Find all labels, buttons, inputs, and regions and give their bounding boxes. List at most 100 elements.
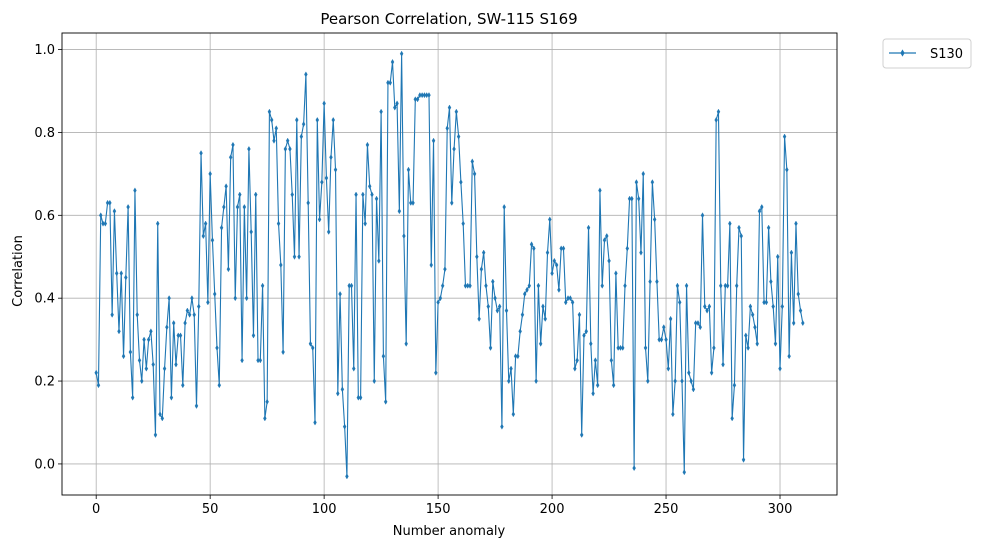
data-point xyxy=(522,291,527,298)
data-point xyxy=(716,108,721,115)
data-point xyxy=(600,282,604,289)
data-point xyxy=(281,349,285,356)
data-point xyxy=(338,291,342,298)
data-point xyxy=(361,191,365,198)
data-point xyxy=(367,183,372,190)
data-point xyxy=(331,117,335,124)
data-point xyxy=(317,216,322,223)
data-point xyxy=(734,282,739,289)
data-point xyxy=(254,191,258,198)
data-point xyxy=(529,241,534,248)
data-point xyxy=(206,299,210,306)
data-point xyxy=(386,79,390,86)
data-point xyxy=(787,353,791,360)
x-tick-label: 300 xyxy=(768,502,793,517)
data-point xyxy=(730,415,734,422)
data-point xyxy=(324,175,329,182)
data-point xyxy=(623,282,627,289)
data-point xyxy=(181,382,185,389)
data-point xyxy=(766,224,771,231)
data-point xyxy=(719,282,723,289)
data-point xyxy=(162,365,167,372)
data-point xyxy=(210,237,215,244)
data-point xyxy=(714,117,718,124)
data-point xyxy=(502,204,506,211)
data-point xyxy=(497,303,502,310)
data-point xyxy=(700,212,705,219)
data-point xyxy=(99,212,103,219)
data-point xyxy=(144,365,149,372)
data-point xyxy=(760,204,764,211)
data-point xyxy=(356,394,361,401)
data-point xyxy=(354,191,358,198)
data-point xyxy=(664,336,668,343)
data-point xyxy=(703,303,707,310)
data-point xyxy=(429,262,433,269)
data-point xyxy=(203,220,208,227)
data-point xyxy=(247,146,251,153)
data-point xyxy=(662,324,666,331)
data-point xyxy=(639,249,643,256)
y-tick-label: 0.6 xyxy=(34,209,55,224)
data-point xyxy=(721,361,725,368)
data-point xyxy=(308,340,313,347)
data-point xyxy=(532,245,536,252)
data-point xyxy=(500,423,504,430)
data-point xyxy=(178,332,183,339)
data-point xyxy=(709,369,714,376)
data-point xyxy=(322,100,326,107)
x-axis-label: Number anomaly xyxy=(393,524,506,539)
data-point xyxy=(564,299,568,306)
data-point xyxy=(598,187,602,194)
data-point xyxy=(456,133,461,140)
data-point xyxy=(201,233,206,240)
data-point xyxy=(103,220,108,227)
data-point xyxy=(525,286,529,293)
data-point xyxy=(534,378,538,385)
data-point xyxy=(156,220,160,227)
data-point xyxy=(165,324,169,331)
data-point xyxy=(226,266,231,273)
data-point xyxy=(422,92,427,99)
data-point xyxy=(342,423,347,430)
data-point xyxy=(215,344,219,351)
data-point xyxy=(746,344,750,351)
data-point xyxy=(365,141,370,148)
data-point xyxy=(698,324,702,331)
data-point xyxy=(748,303,753,310)
data-point xyxy=(579,431,584,438)
data-point xyxy=(260,282,265,289)
data-point xyxy=(691,386,696,393)
data-point xyxy=(240,357,244,364)
data-point xyxy=(304,71,308,78)
data-point xyxy=(333,166,338,173)
data-point xyxy=(541,303,545,310)
data-point xyxy=(454,108,459,115)
data-point xyxy=(466,282,470,289)
data-point xyxy=(632,465,636,472)
data-point xyxy=(461,220,465,227)
data-point xyxy=(513,353,518,360)
data-point xyxy=(684,282,689,289)
data-point xyxy=(677,299,682,306)
data-point xyxy=(538,340,543,347)
data-point xyxy=(194,402,199,409)
data-point xyxy=(199,150,203,157)
data-point xyxy=(607,257,611,264)
data-point xyxy=(297,253,301,260)
data-point xyxy=(575,357,579,364)
data-point xyxy=(511,411,516,418)
data-point xyxy=(434,369,438,376)
data-point xyxy=(190,295,194,302)
data-point xyxy=(625,245,630,252)
data-point xyxy=(516,353,520,360)
x-tick-label: 50 xyxy=(202,502,219,517)
data-point xyxy=(288,146,292,153)
data-point xyxy=(320,179,324,186)
data-point xyxy=(477,315,481,322)
data-point xyxy=(231,141,235,148)
data-point xyxy=(101,220,105,227)
x-tick-label: 100 xyxy=(312,502,337,517)
data-point xyxy=(290,191,294,198)
data-point xyxy=(158,411,162,418)
